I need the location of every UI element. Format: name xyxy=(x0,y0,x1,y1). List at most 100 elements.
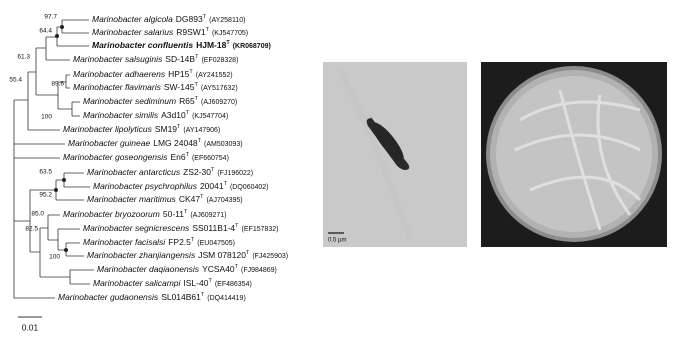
species-name: Marinobacter maritimus xyxy=(87,194,177,204)
type-mark: T xyxy=(203,14,207,20)
strain: SD-14B xyxy=(165,54,195,64)
bootstrap-values: 97.7 64.4 89.6 61.3 55.4 100 63.5 95.2 85.0 82.5 1… xyxy=(9,14,64,261)
species-name: Marinobacter goseongensis xyxy=(63,152,168,162)
species-name: Marinobacter lipolyticus xyxy=(63,124,153,134)
type-mark: T xyxy=(246,250,250,256)
type-mark: T xyxy=(195,96,199,102)
accession: (AY147906) xyxy=(183,127,220,134)
type-mark: T xyxy=(194,82,198,88)
accession: (AJ609271) xyxy=(190,212,226,219)
species-name: Marinobacter salsuginis xyxy=(73,54,163,64)
species-name: Marinobacter guineae xyxy=(68,138,150,148)
strain: HJM-18 xyxy=(196,40,227,50)
strain: YCSA40 xyxy=(202,264,235,274)
type-mark: T xyxy=(177,124,181,130)
accession: (AY241552) xyxy=(196,72,233,79)
type-mark: T xyxy=(201,292,205,298)
species-name: Marinobacter psychrophilus xyxy=(93,181,198,191)
strain: En6 xyxy=(170,152,185,162)
species-name: Marinobacter facisalsi xyxy=(83,237,166,247)
tree-branches xyxy=(13,19,94,299)
species-name: Marinobacter adhaerens xyxy=(73,69,166,79)
type-mark: T xyxy=(184,209,188,215)
strain: JSM 078120 xyxy=(198,250,246,260)
tem-micrograph: 0.5 µm xyxy=(323,62,467,247)
accession: (AY517632) xyxy=(201,85,238,92)
leaf-label: Marinobacter sediminum R65T (AJ609270) xyxy=(83,96,237,106)
type-mark: T xyxy=(226,40,230,46)
species-name: Marinobacter antarcticus xyxy=(87,167,181,177)
accession: (FJ196022) xyxy=(217,170,253,177)
accession: (EF028328) xyxy=(201,57,238,64)
leaf-label: Marinobacter zhanjiangensis JSM 078120T (F… xyxy=(87,250,288,260)
strain: SL014B61 xyxy=(161,292,201,302)
bootstrap-value: 61.3 xyxy=(17,54,30,61)
strain: DG893 xyxy=(176,14,203,24)
strain: ZS2-30 xyxy=(183,167,211,177)
species-name: Marinobacter gudaonensis xyxy=(58,292,159,302)
strain: R65 xyxy=(179,96,195,106)
accession: (DQ414419) xyxy=(207,295,246,302)
accession: (EU047505) xyxy=(197,240,235,247)
agar-plate-photo xyxy=(481,62,667,247)
bootstrap-value: 97.7 xyxy=(44,14,57,21)
type-mark: T xyxy=(224,181,228,187)
type-mark: T xyxy=(235,223,239,229)
bootstrap-value: 63.5 xyxy=(39,169,52,176)
leaf-label: Marinobacter lipolyticus SM19T (AY147906) xyxy=(63,124,220,134)
node-dots xyxy=(54,25,68,252)
strain: LMG 24048 xyxy=(153,138,198,148)
leaf-label: Marinobacter goseongensis En6T (EF660754) xyxy=(63,152,229,162)
bootstrap-value: 64.4 xyxy=(39,28,52,35)
type-mark: T xyxy=(206,27,210,33)
accession: (EF486354) xyxy=(215,281,252,288)
type-mark: T xyxy=(186,152,190,158)
leaf-label: Marinobacter similis A3d10T (KJ547704) xyxy=(83,110,228,120)
leaf-labels: Marinobacter algicola DG893T (AY258110) Mar… xyxy=(58,14,288,302)
type-mark: T xyxy=(191,237,195,243)
strain: HP15 xyxy=(168,69,190,79)
accession: (AY258110) xyxy=(209,17,245,24)
accession: (EF157832) xyxy=(242,226,279,233)
leaf-label: Marinobacter facisalsi FP2.5T (EU047505) xyxy=(83,237,235,247)
leaf-label: Marinobacter salicampi ISL-40T (EF486354) xyxy=(93,278,252,288)
bootstrap-value: 100 xyxy=(49,254,60,261)
type-mark: T xyxy=(235,264,239,270)
accession: (AM503093) xyxy=(204,141,243,148)
accession: (DQ060402) xyxy=(230,184,269,191)
leaf-label: Marinobacter algicola DG893T (AY258110) xyxy=(92,14,245,24)
leaf-label: Marinobacter segnicrescens SS011B1-4T (EF1… xyxy=(83,223,279,233)
leaf-label: Marinobacter gudaonensis SL014B61T (DQ4144… xyxy=(58,292,246,302)
bootstrap-value: 95.2 xyxy=(39,192,52,199)
leaf-label: Marinobacter confluentis HJM-18T (KR068709… xyxy=(92,40,271,50)
species-name: Marinobacter zhanjiangensis xyxy=(87,250,196,260)
bootstrap-value: 85.0 xyxy=(31,211,44,218)
accession: (FJ425903) xyxy=(252,253,288,260)
species-name: Marinobacter salicampi xyxy=(93,278,182,288)
scale-bar-label: 0.01 xyxy=(22,322,39,332)
type-mark: T xyxy=(198,138,202,144)
species-name: Marinobacter salarius xyxy=(92,27,174,37)
leaf-label: Marinobacter bryozoorum 50-11T (AJ609271) xyxy=(63,209,227,219)
strain: CK47 xyxy=(179,194,201,204)
leaf-label: Marinobacter maritimus CK47T (AJ704395) xyxy=(87,194,243,204)
bootstrap-value: 100 xyxy=(41,114,52,121)
accession: (KJ547704) xyxy=(192,113,228,120)
strain: FP2.5 xyxy=(168,237,191,247)
strain: ISL-40 xyxy=(183,278,208,288)
type-mark: T xyxy=(189,69,193,75)
type-mark: T xyxy=(186,110,190,116)
strain: 50-11 xyxy=(163,209,184,219)
species-name: Marinobacter confluentis xyxy=(92,40,193,50)
species-name: Marinobacter segnicrescens xyxy=(83,223,190,233)
leaf-label: Marinobacter flavimaris SW-145T (AY517632) xyxy=(73,82,238,92)
accession: (AJ704395) xyxy=(206,197,242,204)
strain: 20041 xyxy=(200,181,224,191)
species-name: Marinobacter sediminum xyxy=(83,96,176,106)
accession: (KJ547705) xyxy=(212,30,248,37)
micrograph-scale-label: 0.5 µm xyxy=(328,238,346,244)
leaf-label: Marinobacter adhaerens HP15T (AY241552) xyxy=(73,69,233,79)
strain: SM19 xyxy=(155,124,177,134)
type-mark: T xyxy=(195,54,199,60)
